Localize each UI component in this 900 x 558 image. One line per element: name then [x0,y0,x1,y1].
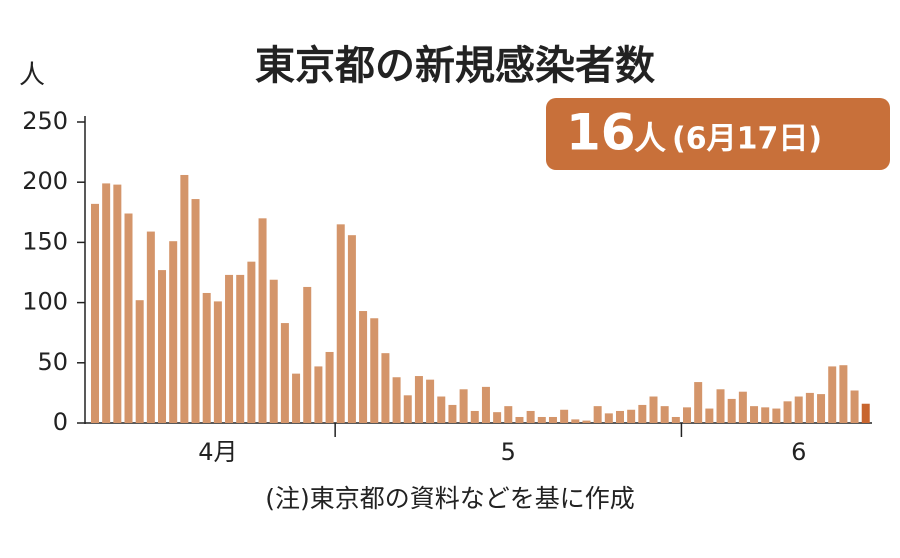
bar [493,412,502,423]
bar [817,394,826,423]
bar [347,235,356,423]
bar [560,409,569,423]
bar [794,396,803,423]
badge-box [546,98,890,170]
bar [537,416,546,423]
bar [750,406,759,423]
bar [772,408,781,423]
bar [459,389,468,423]
y-tick-label: 100 [22,288,68,316]
bar [761,407,770,423]
y-unit: 人 [19,61,45,91]
bar [370,318,379,423]
x-tick-label: 4月 [198,438,237,466]
bar [805,392,814,423]
badge-date: (6月17日) [672,122,822,157]
bar [236,274,245,423]
y-tick-label: 150 [22,227,68,255]
bar [783,401,792,423]
bar [448,404,457,423]
bar [336,224,345,423]
bar [649,396,658,423]
x-tick-label: 6 [791,438,806,466]
bar [470,410,479,423]
bar [325,351,334,423]
bar [381,353,390,423]
bar [828,366,837,423]
bar [191,199,200,423]
bar [180,174,189,423]
bar [135,300,144,423]
x-tick-label: 5 [501,438,516,466]
bar [280,323,289,423]
bar [102,183,111,423]
bar [738,391,747,423]
note: (注)東京都の資料などを基に作成 [265,484,635,513]
bar [593,406,602,423]
bar [169,241,178,423]
bar [392,377,401,423]
bar [225,274,234,423]
bar [258,218,267,423]
bar [727,398,736,423]
bar [269,279,278,423]
bar [604,413,613,423]
bar [716,389,725,423]
badge-unit: 人 [634,119,666,157]
bar [526,410,535,423]
chart-title: 東京都の新規感染者数 [255,43,655,89]
bar [660,406,669,423]
bar [124,213,133,423]
y-tick-label: 0 [53,408,68,436]
y-tick-label: 200 [22,167,68,195]
bar [213,301,222,423]
bar [548,416,557,423]
bar [861,403,870,423]
bar [303,286,312,423]
bar [481,386,490,423]
bar [504,406,513,423]
bar [515,416,524,423]
bar [683,407,692,423]
bar [705,408,714,423]
bar [292,373,301,423]
bar [426,379,435,423]
bar [671,416,680,423]
bar [839,365,848,423]
bar [414,376,423,423]
bar [113,184,122,423]
bar [359,311,368,423]
bar [571,419,580,423]
bar [615,410,624,423]
badge-number: 16 [566,104,636,162]
bar [627,409,636,423]
bar [91,203,99,423]
bar [694,382,703,423]
y-tick-label: 250 [22,107,68,135]
bar [158,270,167,423]
y-tick-label: 50 [37,348,68,376]
bar [202,292,211,423]
bar [403,395,412,423]
bar [850,390,859,423]
bar [247,261,256,423]
bar [314,366,323,423]
bar [146,231,155,423]
bar [582,420,591,423]
bar [638,404,647,423]
bar [437,396,446,423]
